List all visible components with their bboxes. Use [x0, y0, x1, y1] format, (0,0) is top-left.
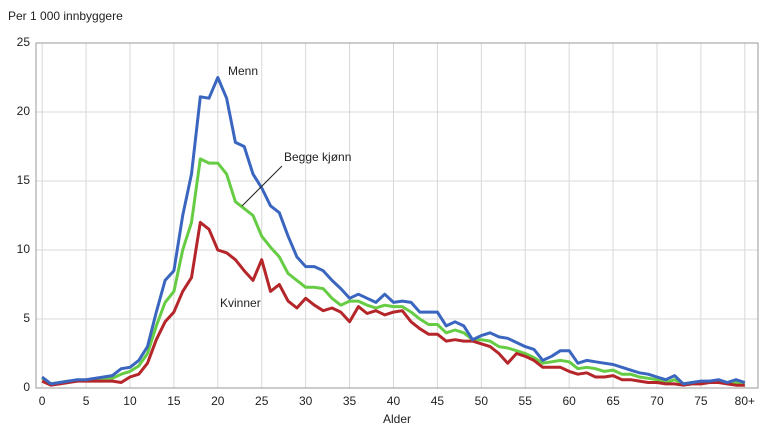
x-tick-label: 80+ [735, 394, 755, 408]
series-line [41, 220, 745, 387]
x-tick-label: 65 [606, 394, 620, 408]
x-tick-label: 10 [123, 394, 137, 408]
x-tick-label: 60 [562, 394, 576, 408]
series-label: Menn [228, 64, 258, 78]
y-tick-label: 10 [17, 242, 31, 256]
series-line [41, 157, 746, 386]
y-tick-label: 20 [17, 104, 31, 118]
y-tick-label: 5 [23, 311, 30, 325]
series-label: Begge kjønn [284, 150, 351, 164]
x-tick-label: 25 [255, 394, 269, 408]
x-axis-label: Alder [383, 412, 411, 426]
x-tick-label: 35 [343, 394, 357, 408]
x-tick-label: 40 [387, 394, 401, 408]
x-tick-label: 15 [167, 394, 181, 408]
y-axis-label: Per 1 000 innbyggere [8, 9, 123, 23]
x-tick-label: 0 [39, 394, 46, 408]
x-tick-label: 20 [211, 394, 225, 408]
y-tick-label: 25 [17, 35, 31, 49]
y-tick-label: 0 [23, 380, 30, 394]
series-line [41, 76, 746, 386]
x-tick-label: 50 [475, 394, 489, 408]
series-label: Kvinner [220, 296, 261, 310]
x-tick-label: 55 [519, 394, 533, 408]
leader-line [241, 165, 283, 207]
x-tick-label: 5 [83, 394, 90, 408]
x-tick-label: 70 [650, 394, 664, 408]
plot-frame [35, 42, 759, 389]
x-tick-label: 45 [431, 394, 445, 408]
y-tick-label: 15 [17, 173, 31, 187]
x-tick-label: 30 [299, 394, 313, 408]
x-tick-label: 75 [694, 394, 708, 408]
